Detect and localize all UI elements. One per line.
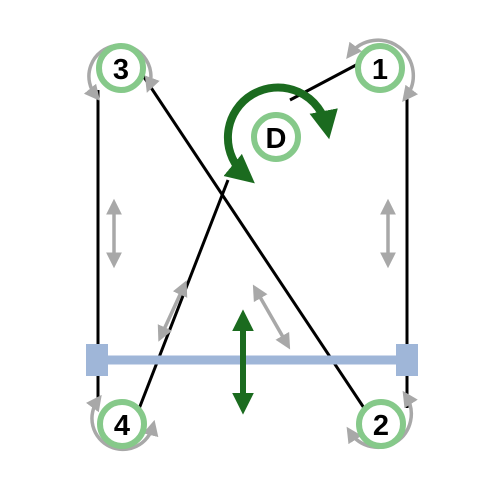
drive-rotation-icon xyxy=(223,83,338,184)
pulley-4: 4 xyxy=(97,399,147,449)
double-headed-arrow-icon xyxy=(252,284,291,350)
slider-left-block xyxy=(86,344,108,376)
curved-arrow-icon xyxy=(86,394,159,452)
drive-pulley-label: D xyxy=(266,123,287,155)
pulley-1-label: 1 xyxy=(372,54,388,86)
cable-4-to-1 xyxy=(135,179,230,415)
pulley-4-label: 4 xyxy=(114,410,130,442)
pulley-3-label: 3 xyxy=(113,54,129,86)
pulley-1: 1 xyxy=(355,43,405,93)
pulley-2-label: 2 xyxy=(373,410,389,442)
curved-arrow-icon xyxy=(346,38,418,103)
slider-right-block xyxy=(396,344,418,376)
pulley-3: 3 xyxy=(96,43,146,93)
double-headed-arrow-icon xyxy=(157,280,188,342)
drive-pulley-d: D xyxy=(251,112,301,162)
pulley-2: 2 xyxy=(356,399,406,449)
cable-3-to-2 xyxy=(132,61,374,421)
